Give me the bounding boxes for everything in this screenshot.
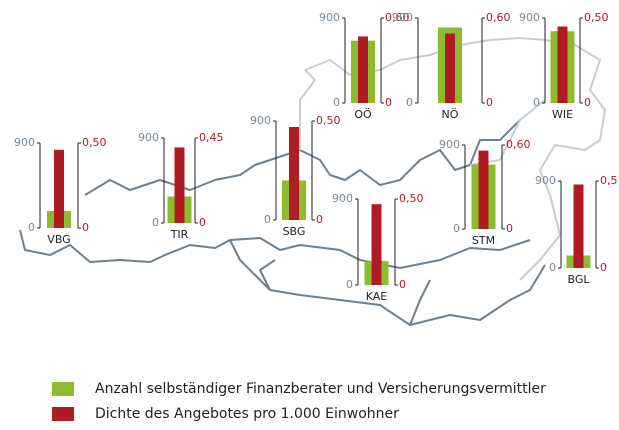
y-tick-label: 900 [332, 192, 353, 205]
map-border [19, 229, 546, 326]
y-tick-label: 0 [333, 96, 340, 109]
y2-tick-label: 0,50 [316, 114, 341, 127]
bar [478, 150, 489, 229]
y-tick-label: 900 [138, 131, 159, 144]
legend-label: Dichte des Angebotes pro 1.000 Einwohner [95, 406, 399, 422]
y-tick-label: 0 [453, 222, 460, 235]
y-tick-label: 0 [264, 213, 271, 226]
y-tick-label: 0 [406, 96, 413, 109]
y2-tick-label: 0 [506, 222, 513, 235]
y2-tick-label: 0 [584, 96, 591, 109]
y2-tick-label: 0,45 [199, 131, 224, 144]
y2-tick-label: 0,50 [584, 11, 609, 24]
y-tick-label: 0 [549, 261, 556, 274]
y2-tick-label: 0 [600, 261, 607, 274]
y2-tick-label: 0,60 [506, 138, 531, 151]
y-tick-label: 900 [319, 11, 340, 24]
y2-tick-label: 0 [399, 278, 406, 291]
y-tick-label: 900 [392, 11, 413, 24]
bar [289, 126, 299, 220]
y2-tick-label: 0,5 [600, 174, 618, 187]
y-tick-label: 0 [346, 278, 353, 291]
bar [371, 204, 382, 285]
y2-tick-label: 0 [316, 213, 323, 226]
y2-tick-label: 0,50 [399, 192, 424, 205]
y2-tick-label: 0 [385, 96, 392, 109]
bar [54, 149, 64, 228]
bar [358, 36, 368, 103]
region-label: STM [472, 234, 495, 247]
y-tick-label: 0 [533, 96, 540, 109]
region-label: NÖ [442, 108, 459, 121]
legend-swatch [52, 382, 74, 396]
y2-tick-label: 0 [82, 221, 89, 234]
region-label: BGL [567, 273, 590, 286]
y2-tick-label: 0 [199, 216, 206, 229]
y-tick-label: 900 [519, 11, 540, 24]
region-label: TIR [170, 228, 189, 241]
map-border [304, 37, 606, 281]
y2-tick-label: 0,60 [385, 11, 410, 24]
region-label: SBG [283, 225, 306, 238]
map-border [229, 237, 531, 326]
legend-label: Anzahl selbständiger Finanzberater und V… [95, 381, 546, 397]
y2-tick-label: 0,60 [486, 11, 511, 24]
y2-tick-label: 0,50 [82, 136, 107, 149]
y-tick-label: 0 [152, 216, 159, 229]
region-label: WIE [552, 108, 573, 121]
region-label: VBG [47, 233, 70, 246]
y-tick-label: 900 [535, 174, 556, 187]
y-tick-label: 900 [439, 138, 460, 151]
y2-tick-label: 0 [486, 96, 493, 109]
region-label: KAE [366, 290, 388, 303]
bar [174, 147, 185, 223]
bar [573, 184, 584, 268]
y-tick-label: 0 [28, 221, 35, 234]
bar [557, 26, 568, 103]
bar [445, 33, 455, 104]
region-label: OÖ [354, 108, 372, 121]
y-tick-label: 900 [250, 114, 271, 127]
y-tick-label: 900 [14, 136, 35, 149]
legend-swatch [52, 407, 74, 421]
